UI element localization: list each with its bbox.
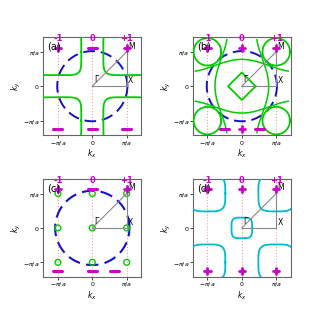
Text: X: X [277, 217, 283, 226]
Y-axis label: $k_y$: $k_y$ [10, 81, 23, 91]
X-axis label: $k_x$: $k_x$ [237, 290, 247, 302]
Text: 0: 0 [239, 176, 245, 185]
Text: 0: 0 [239, 34, 245, 43]
Text: -1: -1 [203, 176, 212, 185]
Text: $\Gamma$: $\Gamma$ [243, 73, 249, 84]
Text: (a): (a) [47, 42, 61, 52]
Text: +1: +1 [270, 176, 283, 185]
Text: -1: -1 [203, 34, 212, 43]
Text: -1: -1 [53, 176, 63, 185]
Text: -1: -1 [53, 34, 63, 43]
Text: $\Gamma$: $\Gamma$ [243, 215, 249, 226]
Text: +1: +1 [270, 34, 283, 43]
X-axis label: $k_x$: $k_x$ [87, 148, 97, 160]
Text: 0: 0 [89, 176, 95, 185]
Text: M: M [277, 183, 284, 193]
Text: X: X [277, 76, 283, 85]
Text: (c): (c) [47, 183, 60, 193]
Text: M: M [128, 183, 134, 193]
Text: X: X [128, 76, 133, 85]
X-axis label: $k_x$: $k_x$ [237, 148, 247, 160]
Text: $\Gamma$: $\Gamma$ [94, 215, 100, 226]
Y-axis label: $k_y$: $k_y$ [160, 81, 173, 91]
Text: +1: +1 [120, 176, 133, 185]
Text: 0: 0 [89, 34, 95, 43]
Text: X: X [128, 217, 133, 226]
Y-axis label: $k_y$: $k_y$ [160, 223, 173, 233]
Text: $\Gamma$: $\Gamma$ [94, 73, 100, 84]
X-axis label: $k_x$: $k_x$ [87, 290, 97, 302]
Text: (b): (b) [197, 42, 211, 52]
Text: +1: +1 [120, 34, 133, 43]
Y-axis label: $k_y$: $k_y$ [10, 223, 23, 233]
Text: (d): (d) [197, 183, 211, 193]
Text: M: M [277, 42, 284, 51]
Text: M: M [128, 42, 134, 51]
